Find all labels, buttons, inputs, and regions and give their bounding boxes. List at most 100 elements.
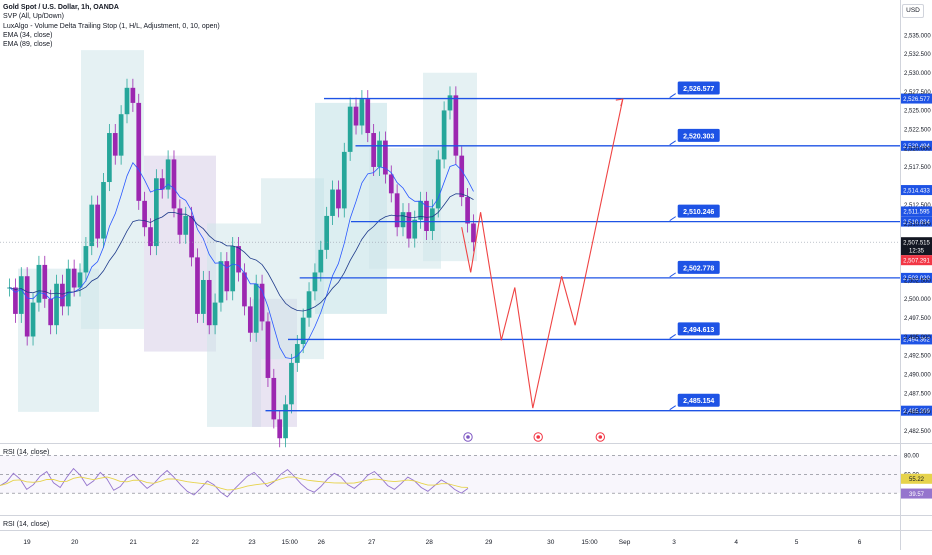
level-callout-pointer [669,272,676,278]
level-callout-pointer [669,334,676,339]
x-tick-label: 29 [485,539,493,546]
currency-button[interactable]: USD [902,4,924,18]
candle-body [424,200,429,231]
y-tick-label: 2,522.500 [904,128,931,134]
x-tick-label: 30 [547,539,555,546]
axis-price-tag-label: 2,511.595 [903,210,930,216]
rsi-label[interactable]: RSI (14, close) [3,449,50,456]
level-callout[interactable] [677,322,720,336]
ema89-line [9,193,474,312]
candle-body [365,99,371,134]
axis-price-tag [901,206,932,217]
x-tick-label: 23 [248,539,256,546]
axis-price-tag [901,140,932,151]
x-tick-label: Sep [619,539,631,546]
y-tick-label: 2,525.000 [904,109,931,115]
level-callout-label: 2,485.154 [683,398,714,405]
candle-body [294,344,300,363]
axis-price-tag-label: 2,510.834 [903,220,930,226]
rsi2-label[interactable]: RSI (14, close) [3,521,50,528]
candle-body [136,102,142,201]
candle-body [206,279,212,326]
y-tick-label: 2,530.000 [904,71,931,77]
candle-body [388,174,394,194]
candle-body [441,110,447,160]
candle-body [259,283,265,322]
event-marker-dot [536,435,540,439]
candle-body [189,215,194,258]
y-tick-label: 2,532.500 [904,52,931,58]
y-tick-label: 2,497.500 [904,316,931,322]
level-callout-label: 2,494.613 [683,327,714,334]
candle-body [453,95,459,156]
axis-price-tag-label: 2,526.577 [903,97,930,103]
candle-body [13,287,18,314]
x-tick-label: 27 [368,539,376,546]
x-tick-label: 19 [23,539,31,546]
level-callout[interactable] [677,260,720,274]
candle-body [253,283,259,333]
candle-body [124,87,130,115]
candle-body [165,159,171,190]
candle-body [236,246,241,273]
candle-body [341,151,347,209]
level-callout-pointer [669,93,676,98]
candle-body [312,272,318,292]
y-tick-label: 2,520.000 [904,146,931,152]
current-price-label: 2,507.515 [903,240,930,246]
red-price-label: 2,507.291 [903,258,930,264]
candle-body [42,264,48,299]
axis-price-tag-label: 2,494.362 [903,338,930,344]
candle-body [177,208,183,235]
candle-body [430,208,435,231]
y-tick-label: 2,535.000 [904,33,931,39]
level-callout-pointer [669,405,676,411]
candle-body [154,178,159,247]
candle-body [336,189,341,209]
indicator-ema34[interactable]: EMA (34, close) [3,31,53,39]
rsi-ma-line [0,476,469,491]
y-tick-label: 2,500.000 [904,297,931,303]
level-callout[interactable] [677,204,720,218]
y-tick-label: 2,487.500 [904,391,931,397]
candle-body [347,106,353,152]
y-tick-label: 2,485.000 [904,410,931,416]
candle-body [400,212,406,228]
candle-body [465,197,470,224]
candle-body [107,133,112,183]
bar-countdown: 12:35 [909,249,925,255]
projection-path[interactable] [461,98,624,409]
level-callout[interactable] [677,393,720,407]
candle-body [412,219,418,239]
candle-body [95,204,100,239]
level-callout[interactable] [677,81,720,95]
rsi-value-tag [901,488,932,499]
indicator-svp[interactable]: SVP (All, Up/Down) [3,13,64,21]
x-tick-label: 20 [71,539,79,546]
y-tick-label: 2,527.500 [904,90,931,96]
candle-body [218,261,224,303]
level-callout[interactable] [677,128,720,142]
candle-body [65,268,71,307]
candle-body [71,268,77,288]
candle-body [283,404,288,439]
candle-body [318,249,324,273]
indicator-ema89[interactable]: EMA (89, close) [3,41,53,49]
candle-body [112,133,118,156]
indicator-luxalgo[interactable]: LuxAlgo - Volume Delta Trailing Stop (1,… [3,22,220,30]
y-tick-label: 2,492.500 [904,354,931,360]
candle-body [142,200,147,228]
candle-body [371,133,376,167]
candle-body [30,302,36,337]
x-tick-label: 15:00 [581,539,598,546]
candle-body [306,291,312,318]
axis-price-tag [901,185,932,196]
candle-body [54,283,59,326]
symbol-title[interactable]: Gold Spot / U.S. Dollar, 1h, OANDA [3,4,119,11]
candle-body [212,302,218,326]
level-callout-label: 2,526.577 [683,86,714,93]
current-price-tag[interactable] [901,237,932,256]
axis-price-tag-label: 2,485.209 [903,409,930,415]
